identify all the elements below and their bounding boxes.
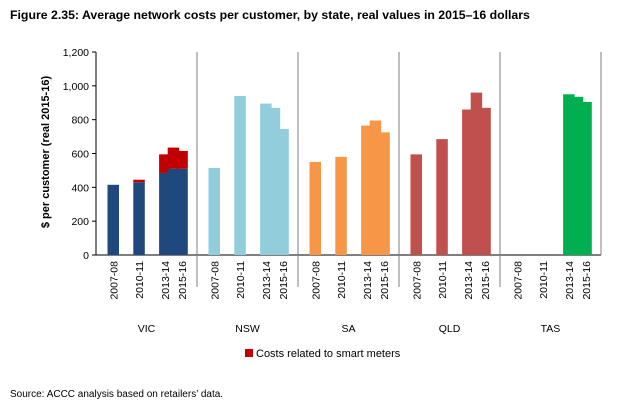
x-tick-label: 2015-16 [581, 261, 593, 300]
x-tick-label: 2007-08 [310, 261, 322, 300]
x-tick-label: 2013-14 [261, 261, 273, 300]
bar-nsw-2007-08 [208, 167, 220, 255]
bar-vic-2014-15 [167, 168, 180, 255]
bars [107, 92, 592, 256]
x-tick-label: 2015-16 [480, 261, 492, 300]
x-tick-label: 2015-16 [278, 261, 290, 300]
x-tick-label: 2013-14 [362, 261, 374, 300]
bar-vic-2015-16 [176, 168, 188, 255]
x-tick-label: 2007-08 [512, 261, 524, 300]
group-label-vic: VIC [138, 323, 156, 335]
x-tick-label: 2013-14 [463, 261, 475, 300]
bar-sa-2007-08 [309, 161, 321, 255]
bar-smart-meter-vic-2010-11 [133, 179, 145, 183]
x-axis-ticks: 2007-08 2010-11 2013-14 2015-16 2007-08 2010-… [108, 261, 593, 300]
bar-qld-2013-14 [462, 109, 474, 256]
x-tick-label: 2010-11 [235, 261, 247, 299]
legend-swatch-smart-meters [245, 349, 253, 357]
y-axis-ticks: 0 200 400 600 800 1,000 1,200 [63, 47, 96, 262]
group-label-nsw: NSW [235, 323, 260, 335]
bar-qld-2014-15 [470, 92, 483, 255]
group-label-tas: TAS [541, 323, 561, 335]
bar-tas-2014-15 [571, 96, 584, 256]
x-tick-label: 2010-11 [134, 261, 146, 299]
figure-source: Source: ACCC analysis based on retailers… [10, 389, 224, 400]
state-group-labels: VIC NSW SA QLD TAS [138, 323, 561, 335]
figure-title: Figure 2.35: Average network costs per c… [10, 8, 530, 22]
bar-qld-2015-16 [479, 107, 491, 255]
bar-smart-meter-vic-2015-16 [176, 150, 188, 169]
group-label-sa: SA [341, 323, 355, 335]
bar-tas-2015-16 [580, 101, 592, 255]
x-tick-label: 2010-11 [538, 261, 550, 299]
y-tick-label: 1,200 [63, 47, 89, 59]
bar-sa-2010-11 [335, 156, 347, 255]
x-tick-label: 2015-16 [177, 261, 189, 300]
bar-vic-2010-11 [133, 182, 145, 255]
legend-label-smart-meters: Costs related to smart meters [256, 348, 401, 360]
bar-sa-2013-14 [361, 125, 373, 256]
x-tick-label: 2013-14 [564, 261, 576, 300]
bar-sa-2015-16 [378, 132, 390, 255]
x-tick-label: 2007-08 [108, 261, 120, 300]
bar-nsw-2015-16 [277, 128, 289, 255]
y-tick-label: 800 [71, 115, 89, 127]
x-tick-label: 2007-08 [411, 261, 423, 300]
bar-nsw-2013-14 [260, 103, 272, 256]
y-tick-label: 400 [71, 182, 89, 194]
bar-sa-2014-15 [369, 120, 382, 255]
y-axis-label: $ per customer (real 2015-16) [40, 76, 52, 229]
bar-tas-2013-14 [563, 94, 575, 256]
y-tick-label: 1,000 [63, 81, 89, 93]
bar-vic-2013-14 [159, 172, 171, 255]
x-tick-label: 2010-11 [437, 261, 449, 299]
y-tick-label: 200 [71, 216, 89, 228]
x-tick-label: 2015-16 [379, 261, 391, 300]
legend: Costs related to smart meters [245, 348, 401, 360]
bar-qld-2010-11 [436, 139, 448, 255]
bar-smart-meter-vic-2013-14 [159, 154, 171, 173]
x-tick-label: 2010-11 [336, 261, 348, 299]
bar-nsw-2014-15 [268, 107, 281, 255]
y-tick-label: 600 [71, 149, 89, 161]
y-tick-label: 0 [83, 250, 89, 262]
x-tick-label: 2013-14 [160, 261, 172, 300]
bar-qld-2007-08 [410, 154, 422, 255]
bar-nsw-2010-11 [234, 95, 246, 255]
group-label-qld: QLD [439, 323, 461, 335]
bar-vic-2007-08 [107, 184, 119, 255]
bar-smart-meter-vic-2014-15 [167, 147, 180, 169]
x-tick-label: 2007-08 [209, 261, 221, 300]
